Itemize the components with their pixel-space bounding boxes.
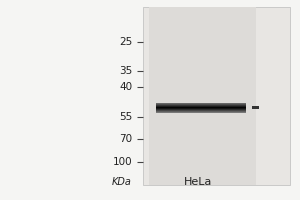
Bar <box>156 108 246 109</box>
Bar <box>251 106 259 109</box>
Text: HeLa: HeLa <box>184 177 212 187</box>
Text: 70: 70 <box>119 134 132 144</box>
Bar <box>156 112 246 113</box>
Text: 55: 55 <box>119 112 132 122</box>
Bar <box>156 110 246 111</box>
Bar <box>156 109 246 110</box>
Bar <box>156 108 246 109</box>
Bar <box>156 104 246 105</box>
Bar <box>156 110 246 111</box>
Bar <box>156 106 246 107</box>
Bar <box>156 104 246 105</box>
Bar <box>156 107 246 108</box>
Bar <box>156 109 246 110</box>
Bar <box>142 7 290 185</box>
Bar <box>156 111 246 112</box>
Text: KDa: KDa <box>112 177 132 187</box>
Bar <box>156 107 246 108</box>
Bar <box>156 106 246 107</box>
Bar <box>156 105 246 106</box>
Bar <box>148 7 256 185</box>
Text: 25: 25 <box>119 37 132 47</box>
Text: 100: 100 <box>112 157 132 167</box>
Text: 40: 40 <box>119 82 132 92</box>
Bar <box>156 111 246 112</box>
Bar <box>156 105 246 106</box>
Bar <box>156 103 246 104</box>
Text: 35: 35 <box>119 66 132 76</box>
